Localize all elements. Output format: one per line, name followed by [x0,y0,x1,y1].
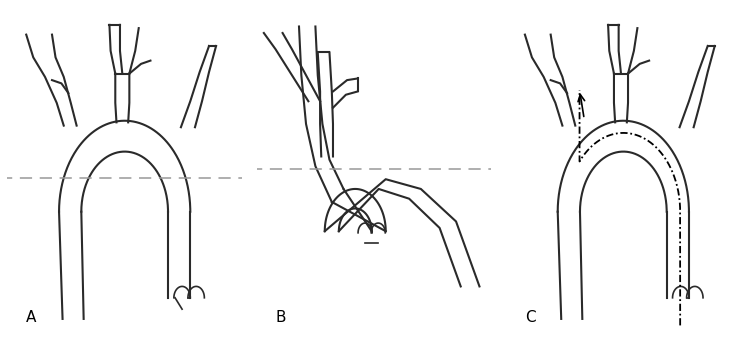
Text: B: B [275,311,286,326]
Text: C: C [525,311,536,326]
Text: A: A [26,311,37,326]
